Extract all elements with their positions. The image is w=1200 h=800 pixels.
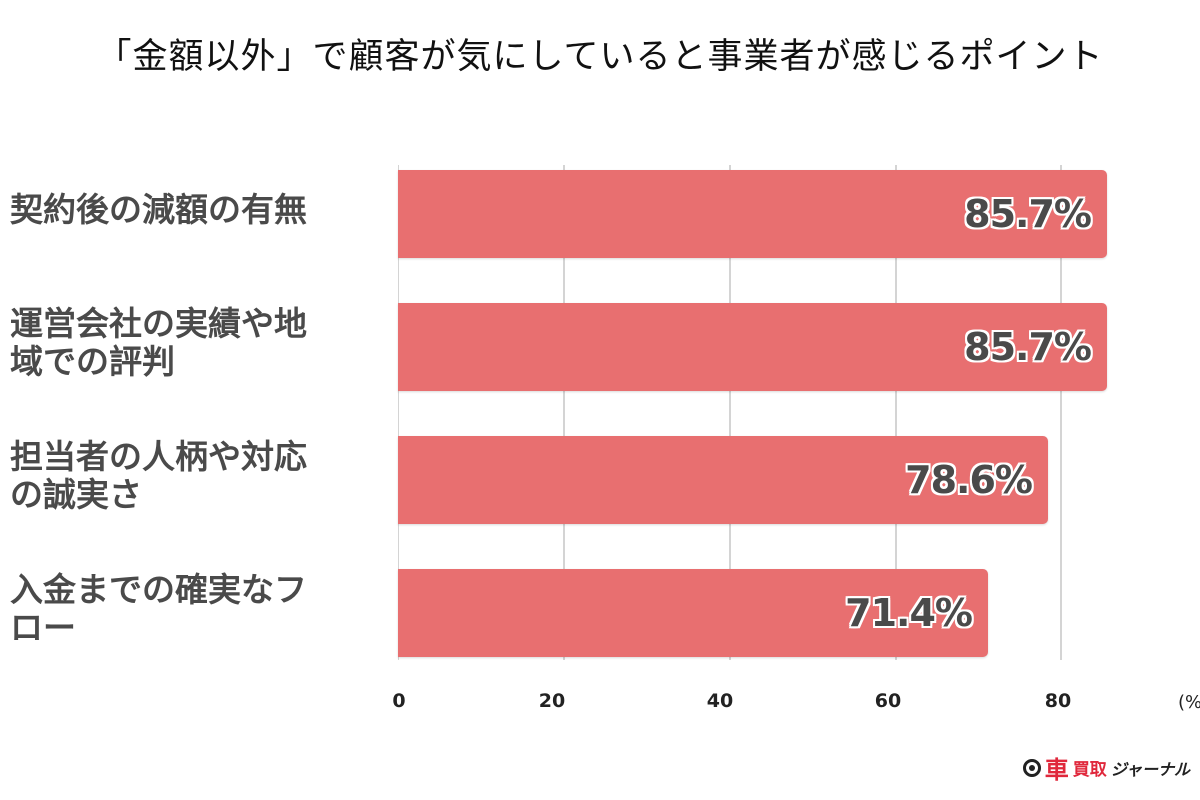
x-tick-label: 60 bbox=[874, 690, 902, 712]
x-tick-label: 80 bbox=[1044, 690, 1072, 712]
y-axis-line bbox=[398, 165, 399, 660]
bar: 85.7% bbox=[398, 170, 1107, 258]
logo-text-buy: 買取 bbox=[1072, 760, 1107, 780]
brand-logo: 車 買取 ジャーナル bbox=[1022, 750, 1190, 785]
bar: 85.7% bbox=[398, 303, 1107, 391]
category-label-line1: 入金までの確実なフ bbox=[10, 570, 307, 609]
x-axis-unit: (% bbox=[1178, 692, 1200, 713]
x-tick-label: 0 bbox=[392, 690, 406, 712]
logo-text-car: 車 bbox=[1044, 756, 1069, 784]
plot-area: 85.7% 85.7% 78.6% 71.4% bbox=[398, 165, 1107, 665]
category-label-line1: 担当者の人柄や対応 bbox=[10, 437, 307, 476]
category-label-line2: 域での評判 bbox=[10, 342, 175, 381]
bar: 78.6% bbox=[398, 436, 1048, 524]
tire-icon bbox=[1022, 758, 1041, 777]
category-label: 入金までの確実なフ ロー bbox=[10, 571, 370, 647]
category-label-line2: ロー bbox=[10, 608, 76, 647]
bar: 71.4% bbox=[398, 569, 988, 657]
gridline-80 bbox=[1060, 165, 1062, 660]
bar-value-label: 71.4% bbox=[845, 591, 973, 635]
category-label: 担当者の人柄や対応 の誠実さ bbox=[10, 438, 370, 514]
category-label: 運営会社の実績や地 域での評判 bbox=[10, 305, 370, 381]
gridline-40 bbox=[729, 165, 731, 660]
x-tick-label: 40 bbox=[706, 690, 734, 712]
bar-value-label: 85.7% bbox=[964, 325, 1092, 369]
bar-value-label: 85.7% bbox=[964, 192, 1092, 236]
category-label-line2: の誠実さ bbox=[10, 475, 142, 514]
x-tick-label: 20 bbox=[538, 690, 566, 712]
gridline-60 bbox=[895, 165, 897, 660]
category-label-line1: 運営会社の実績や地 bbox=[10, 304, 307, 343]
logo-text-journal: ジャーナル bbox=[1110, 759, 1190, 779]
chart-title: 「金額以外」で顧客が気にしていると事業者が感じるポイント bbox=[96, 37, 1104, 77]
gridline-20 bbox=[563, 165, 565, 660]
bar-value-label: 78.6% bbox=[905, 458, 1033, 502]
category-label: 契約後の減額の有無 bbox=[10, 190, 307, 229]
